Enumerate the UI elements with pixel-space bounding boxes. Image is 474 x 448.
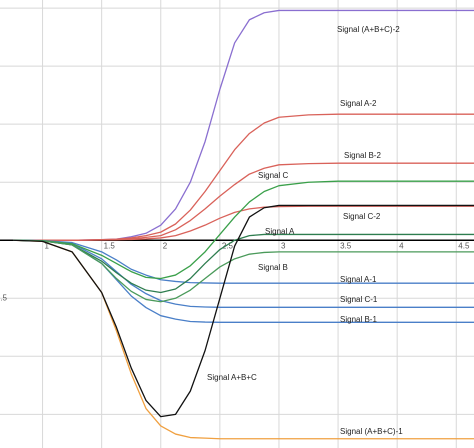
series-label: Signal (A+B+C)-1 <box>340 427 403 436</box>
series-line <box>12 239 474 308</box>
series-label: Signal B-1 <box>340 315 377 324</box>
x-tick-label: 4.5 <box>458 241 470 250</box>
series-line <box>12 239 474 323</box>
series-line <box>13 113 474 241</box>
series-line <box>12 239 474 440</box>
x-tick-label: 2.5 <box>222 241 234 250</box>
series-line <box>13 205 474 241</box>
series-line <box>12 233 474 294</box>
series-label: Signal A+B+C <box>207 373 257 382</box>
series-line <box>12 204 474 418</box>
series-label: Signal B-2 <box>344 151 381 160</box>
series-label: Signal C-1 <box>340 295 378 304</box>
series-label: Signal A <box>265 227 295 236</box>
series-label: Signal A-1 <box>340 275 377 284</box>
x-tick-label: 4 <box>399 241 404 250</box>
x-tick-label: 1.5 <box>104 241 116 250</box>
x-tick-label: 3 <box>281 241 286 250</box>
y-tick-label: -0.5 <box>0 293 8 302</box>
series-label: Signal A-2 <box>340 99 377 108</box>
series-label: Signal C-2 <box>343 212 381 221</box>
x-tick-label: 3.5 <box>340 241 352 250</box>
series-label: Signal C <box>258 171 288 180</box>
series-label: Signal B <box>258 263 288 272</box>
series-line <box>12 180 474 280</box>
x-tick-label: 2 <box>163 241 168 250</box>
series-line <box>12 239 474 284</box>
series-line <box>12 239 474 303</box>
series-label: Signal (A+B+C)-2 <box>337 25 400 34</box>
x-tick-label: 1 <box>45 241 50 250</box>
